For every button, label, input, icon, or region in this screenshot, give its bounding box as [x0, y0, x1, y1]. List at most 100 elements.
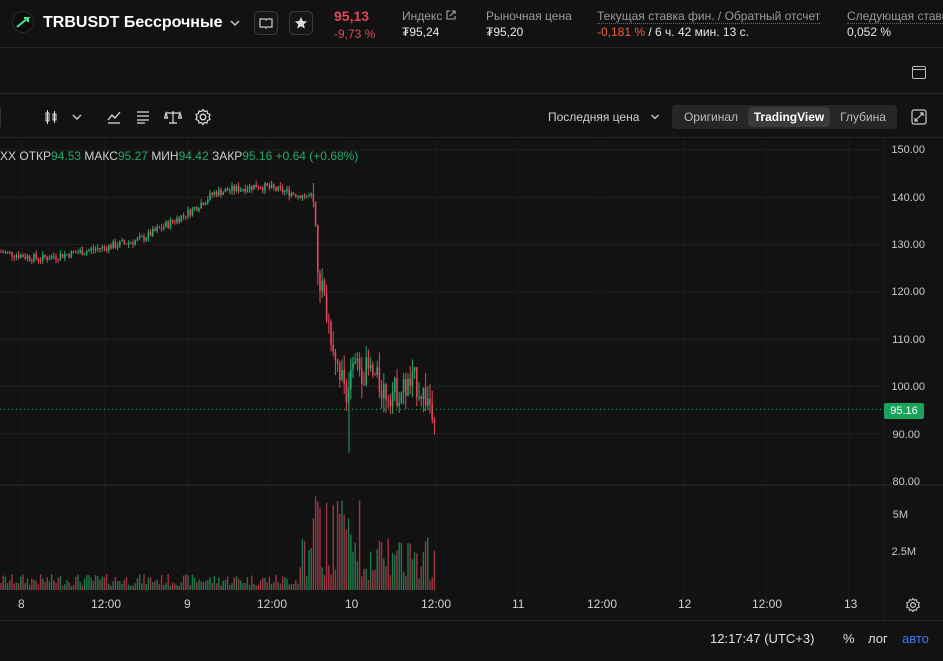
symbol-title[interactable]: TRBUSDT Бессрочные: [43, 14, 223, 31]
chevron-down-icon[interactable]: [650, 112, 660, 122]
volume-bar: [207, 579, 209, 590]
volume-bar: [275, 574, 277, 590]
candle-body: [15, 255, 18, 258]
settings-icon[interactable]: [194, 108, 212, 126]
candle-body: [383, 384, 385, 399]
tab-original[interactable]: Оригинал: [683, 110, 739, 124]
scales-icon[interactable]: [164, 108, 182, 126]
candle-body: [209, 193, 211, 200]
candle-body: [218, 189, 220, 196]
volume-bar: [187, 575, 189, 590]
volume-bar: [141, 583, 143, 590]
candle-body: [374, 374, 376, 376]
candle-body: [169, 219, 172, 228]
time-tick: 10: [345, 597, 359, 611]
candle-body: [372, 364, 374, 375]
volume-bar: [136, 578, 139, 590]
candle-body: [53, 256, 55, 258]
volume-bar: [369, 551, 372, 590]
price-chart[interactable]: [0, 138, 943, 620]
volume-bar: [350, 534, 352, 590]
candle-body: [387, 399, 389, 401]
candle-body: [200, 202, 202, 209]
tab-tradingview[interactable]: TradingView: [748, 107, 830, 127]
candle-body: [288, 189, 290, 197]
indicators-icon[interactable]: [105, 108, 123, 126]
candle-body: [427, 398, 429, 406]
candle-body: [158, 227, 161, 229]
candle-body: [130, 242, 132, 244]
candle-body: [35, 253, 37, 259]
candle-body: [352, 363, 354, 370]
book-icon[interactable]: [254, 11, 278, 35]
candle-body: [367, 357, 370, 369]
price-tick: 80.00: [892, 476, 920, 485]
external-link-icon[interactable]: [446, 10, 456, 20]
volume-bar: [163, 584, 165, 590]
volume-bar: [400, 542, 403, 590]
candle-body: [55, 256, 57, 260]
volume-bar: [39, 574, 42, 590]
candle-body: [350, 369, 352, 390]
volume-bar: [79, 581, 81, 590]
volume-bar: [72, 584, 75, 590]
volume-bar: [99, 579, 101, 590]
volume-bar: [50, 574, 53, 590]
volume-bar: [44, 581, 46, 590]
volume-bar: [123, 579, 125, 590]
chevron-down-icon[interactable]: [228, 16, 242, 30]
candle-body: [356, 358, 359, 362]
volume-bar: [354, 542, 356, 590]
candle-body: [416, 367, 418, 398]
price-source-select[interactable]: Последняя цена: [548, 110, 640, 124]
volume-bar: [4, 576, 7, 590]
auto-toggle[interactable]: авто: [902, 631, 929, 646]
candle-body: [70, 250, 73, 258]
time-tick: 12:00: [257, 597, 288, 611]
candle-body: [75, 251, 77, 253]
candle-body: [312, 193, 315, 202]
volume-bar: [90, 577, 92, 590]
candle-body: [369, 364, 372, 369]
expand-icon[interactable]: [911, 109, 927, 125]
candle-body: [339, 363, 341, 380]
volume-bar: [303, 541, 306, 590]
tab-depth[interactable]: Глубина: [840, 110, 886, 124]
volume-bar: [308, 549, 310, 590]
candle-body: [174, 221, 176, 223]
candle-body: [20, 254, 22, 258]
funding-rate-label: Текущая ставка фин. / Обратный отсчет: [597, 9, 821, 24]
list-icon[interactable]: [134, 108, 152, 126]
candle-body: [108, 245, 110, 251]
volume-bar: [429, 580, 431, 590]
candle-body: [257, 187, 260, 189]
volume-bar: [160, 574, 163, 590]
volume-bar: [156, 579, 158, 590]
volume-bar: [244, 583, 246, 590]
volume-bar: [422, 551, 425, 590]
candle-body: [240, 189, 242, 192]
candle-body: [48, 259, 51, 261]
candles-icon[interactable]: [42, 108, 60, 126]
volume-bar: [246, 577, 249, 590]
candle-body: [336, 360, 339, 364]
volume-bar: [288, 584, 290, 590]
volume-bar: [277, 582, 279, 590]
log-toggle[interactable]: лог: [868, 631, 888, 646]
panel-layout-icon[interactable]: [912, 66, 926, 79]
volume-bar: [2, 575, 4, 590]
candle-body: [334, 351, 337, 361]
chevron-down-icon[interactable]: [68, 108, 86, 126]
favorite-star-icon[interactable]: [289, 11, 313, 35]
volume-bar: [125, 577, 128, 590]
volume-bar: [262, 577, 264, 590]
percent-toggle[interactable]: %: [843, 631, 855, 646]
volume-bar: [167, 574, 169, 590]
volume-bar: [224, 580, 227, 590]
volume-bar: [367, 579, 370, 590]
volume-bar: [427, 537, 429, 590]
volume-bar: [204, 581, 207, 590]
volume-bar: [86, 575, 88, 590]
candle-body: [33, 253, 35, 262]
axis-settings-icon[interactable]: [905, 597, 921, 613]
